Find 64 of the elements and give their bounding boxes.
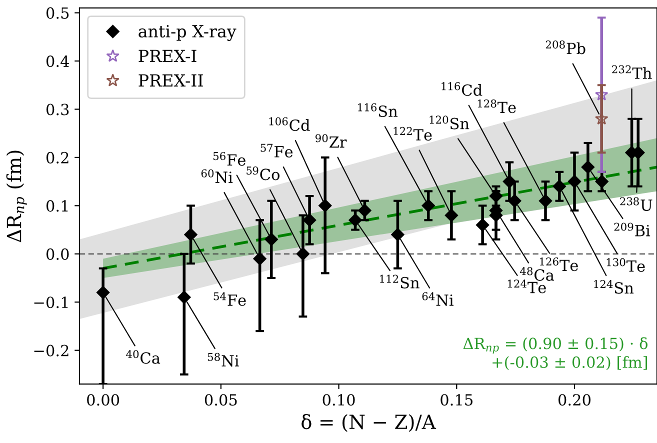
annotation: $^{106}$Cd xyxy=(269,117,310,131)
x-tick-label: 0.20 xyxy=(558,394,590,406)
annotation: $^{130}$Te xyxy=(606,258,645,272)
annotation: $^{116}$Cd xyxy=(442,82,482,96)
annotation: $^{209}$Bi xyxy=(614,222,650,236)
annotation: $^{60}$Ni xyxy=(201,169,233,184)
point xyxy=(502,174,516,188)
annotation: $^{124}$Sn xyxy=(594,280,634,294)
y-tick-label: −0.1 xyxy=(34,296,68,308)
point xyxy=(184,228,198,242)
y-axis-title: ΔR$_{np}$ (fm) xyxy=(6,150,27,242)
annotation: $^{64}$Ni xyxy=(422,292,454,306)
y-tick-label: 0.4 xyxy=(46,55,70,68)
point xyxy=(253,252,266,266)
point xyxy=(302,214,316,227)
point xyxy=(178,290,191,304)
point xyxy=(581,160,595,174)
point xyxy=(264,232,278,246)
point xyxy=(318,199,332,212)
annotation: ΔR$_{np}$ = (0.90 ± 0.15) · δ +(-0.03 ± 0.02) [fm] xyxy=(463,337,648,370)
annotation: $^{120}$Sn xyxy=(430,116,470,130)
annotation: $^{58}$Ni xyxy=(208,352,239,367)
annotation: $^{90}$Zr xyxy=(315,134,347,148)
point xyxy=(508,194,522,208)
annotation: $^{54}$Fe xyxy=(214,292,246,306)
y-tick-label: 0.0 xyxy=(46,248,69,260)
point xyxy=(296,247,310,260)
x-tick-label: 0.00 xyxy=(87,394,120,406)
x-tick-label: 0.10 xyxy=(322,394,355,406)
legend-label: anti-p X-ray xyxy=(138,25,236,42)
annotation: $^{122}$Te xyxy=(394,126,432,141)
x-tick-label: 0.05 xyxy=(204,394,237,406)
y-tick-label: −0.2 xyxy=(34,344,68,356)
point xyxy=(358,204,372,218)
annotation: $^{128}$Te xyxy=(478,99,516,114)
annotation: $^{208}$Pb xyxy=(546,40,586,54)
x-tick-label: 0.15 xyxy=(440,394,472,406)
point xyxy=(444,208,458,222)
point xyxy=(476,218,490,232)
annotation: $^{48}$Ca xyxy=(520,267,554,281)
annotation: $^{56}$Fe xyxy=(213,152,246,166)
y-tick-label: 0.1 xyxy=(46,200,68,212)
annotation: $^{40}$Ca xyxy=(126,350,160,364)
y-tick-label: 0.2 xyxy=(46,152,68,164)
annotation: $^{112}$Sn xyxy=(380,274,420,288)
point xyxy=(391,228,404,242)
point xyxy=(422,199,435,212)
point xyxy=(96,286,110,300)
annotation: $^{59}$Co xyxy=(246,166,280,180)
y-tick-label: 0.5 xyxy=(46,7,69,19)
point xyxy=(595,174,608,188)
legend-label: PREX-II xyxy=(138,74,203,86)
point xyxy=(568,174,582,188)
point xyxy=(538,194,552,208)
annotation: $^{57}$Fe xyxy=(260,144,293,158)
annotation: $^{124}$Te xyxy=(508,280,546,294)
point xyxy=(552,180,566,193)
annotation: $^{232}$Th xyxy=(612,65,652,79)
annotation: $^{238}$U xyxy=(620,197,652,211)
y-tick-label: 0.3 xyxy=(46,104,69,116)
annotation: $^{116}$Sn xyxy=(358,103,398,117)
legend-label: PREX-I xyxy=(138,50,196,62)
x-axis-title: δ = (N − Z)/A xyxy=(302,414,436,432)
point xyxy=(348,214,362,227)
